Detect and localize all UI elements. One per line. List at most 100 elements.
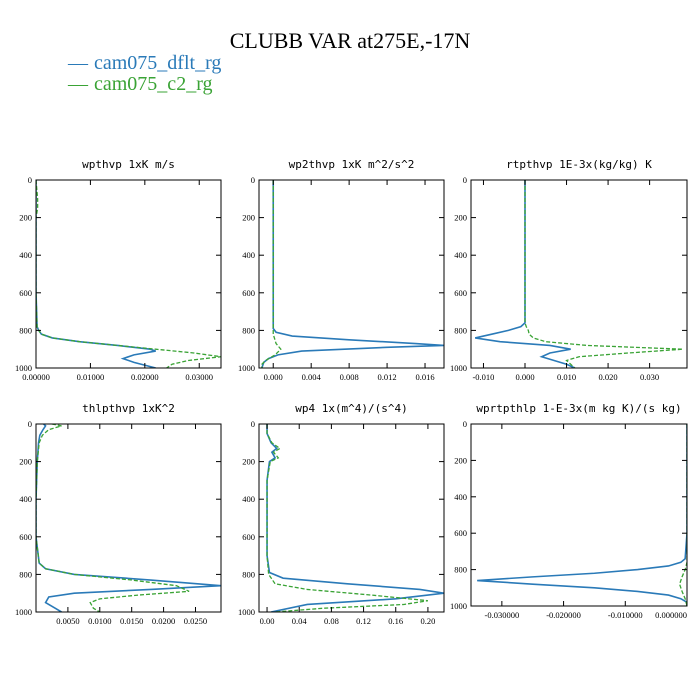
legend-entry-dflt: — cam075_dflt_rg <box>68 52 221 75</box>
chart-panel-1: wpthvp 1xK m/s 0 200 400 600 800 10000.00000 0.… <box>15 158 222 382</box>
y-tick-label: 200 <box>19 213 32 223</box>
y-tick-label: 200 <box>242 213 255 223</box>
y-tick-label: 600 <box>242 532 255 542</box>
y-tick-label: 1000 <box>15 607 32 617</box>
series-line-c2 <box>678 424 687 606</box>
y-tick-label: 1000 <box>450 363 467 373</box>
y-tick-label: 1000 <box>238 607 255 617</box>
chart-panel-6: wprtpthlp 1-E-3x(m kg K)/(s kg) 0 200 400 60… <box>450 402 688 620</box>
x-tick-label: 0.016 <box>415 372 434 382</box>
x-tick-label: 0.01000 <box>77 372 105 382</box>
chart-panel-4: thlpthvp 1xK^2 0 200 400 600 800 1000 0.0050 0.0… <box>15 402 222 626</box>
legend-label: cam075_c2_rg <box>94 73 213 95</box>
y-tick-label: 400 <box>454 492 467 502</box>
plot-frame <box>35 179 222 369</box>
plot-frame <box>470 423 688 607</box>
y-tick-label: 600 <box>454 288 467 298</box>
x-tick-label: 0.008 <box>340 372 359 382</box>
x-tick-label: 0.010 <box>557 372 576 382</box>
y-tick-label: 600 <box>454 528 467 538</box>
y-tick-label: 800 <box>454 325 467 335</box>
legend-entry-c2: — cam075_c2_rg <box>68 73 213 96</box>
x-tick-label: -0.030000 <box>484 610 519 620</box>
y-tick-label: 600 <box>19 532 32 542</box>
y-tick-label: 0 <box>463 175 467 185</box>
chart-panel-5: wp4 1x(m^4)/(s^4) 0 200 400 600 800 1000 0.00 0.… <box>238 402 445 626</box>
y-tick-label: 400 <box>19 494 32 504</box>
chart-panel-3: rtpthvp 1E-3x(kg/kg) K 0 200 400 600 800 1000-… <box>450 158 688 382</box>
y-tick-label: 200 <box>454 455 467 465</box>
y-tick-label: 1000 <box>238 363 255 373</box>
x-tick-label: 0.03000 <box>185 372 213 382</box>
x-tick-label: 0.00000 <box>22 372 50 382</box>
series-line-dflt <box>477 424 687 606</box>
y-tick-label: 0 <box>251 419 255 429</box>
y-tick-label: 400 <box>242 494 255 504</box>
x-tick-label: 0.00 <box>260 616 275 626</box>
series-line-dflt <box>261 180 444 368</box>
y-tick-label: 0 <box>28 419 32 429</box>
panel-title: rtpthvp 1E-3x(kg/kg) K <box>506 158 652 171</box>
x-tick-label: 0.0150 <box>120 616 143 626</box>
chart-panel-2: wp2thvp 1xK m^2/s^2 0 200 400 600 800 1000 0.00… <box>238 158 445 382</box>
x-tick-label: 0.020 <box>599 372 618 382</box>
x-tick-label: 0.004 <box>302 372 322 382</box>
y-tick-label: 600 <box>19 288 32 298</box>
panel-title: wprtpthlp 1-E-3x(m kg K)/(s kg) <box>476 402 681 415</box>
y-tick-label: 0 <box>28 175 32 185</box>
x-tick-label: 0.16 <box>388 616 403 626</box>
x-tick-label: -0.020000 <box>546 610 581 620</box>
series-line-c2 <box>261 180 282 368</box>
x-tick-label: 0.0200 <box>152 616 175 626</box>
y-tick-label: 200 <box>19 457 32 467</box>
legend-line-dash: — <box>68 52 88 74</box>
x-tick-label: 0.08 <box>324 616 339 626</box>
x-tick-label: 0.030 <box>640 372 659 382</box>
x-tick-label: 0.04 <box>292 616 308 626</box>
panel-title: wp4 1x(m^4)/(s^4) <box>295 402 408 415</box>
x-tick-label: 0.000 <box>264 372 283 382</box>
x-tick-label: -0.010 <box>472 372 494 382</box>
figure-title: CLUBB VAR at275E,-17N <box>229 28 471 53</box>
y-tick-label: 200 <box>242 457 255 467</box>
series-line-c2 <box>524 180 683 368</box>
panel-title: thlpthvp 1xK^2 <box>82 402 175 415</box>
x-tick-label: 0.20 <box>420 616 435 626</box>
y-tick-label: 600 <box>242 288 255 298</box>
x-tick-label: -0.010000 <box>608 610 643 620</box>
y-tick-label: 400 <box>242 250 255 260</box>
legend-line-dash: — <box>68 73 88 95</box>
y-tick-label: 0 <box>251 175 255 185</box>
legend-label: cam075_dflt_rg <box>94 52 222 74</box>
series-line-c2 <box>266 424 429 612</box>
x-tick-label: 0.000000 <box>655 610 687 620</box>
series-line-c2 <box>36 424 190 612</box>
plot-frame <box>35 423 222 613</box>
series-line-dflt <box>36 180 156 368</box>
x-tick-label: 0.000 <box>515 372 534 382</box>
x-tick-label: 0.0250 <box>184 616 207 626</box>
y-tick-label: 200 <box>454 213 467 223</box>
series-line-dflt <box>36 424 221 612</box>
y-tick-label: 800 <box>242 569 255 579</box>
panel-title: wpthvp 1xK m/s <box>82 158 175 171</box>
x-tick-label: 0.0050 <box>56 616 79 626</box>
y-tick-label: 800 <box>19 569 32 579</box>
x-tick-label: 0.0100 <box>88 616 111 626</box>
plot-frame <box>470 179 688 369</box>
y-tick-label: 400 <box>19 250 32 260</box>
y-tick-label: 800 <box>454 565 467 575</box>
series-line-dflt <box>266 424 444 612</box>
y-tick-label: 1000 <box>15 363 32 373</box>
plot-frame <box>258 423 445 613</box>
y-tick-label: 800 <box>19 325 32 335</box>
y-tick-label: 400 <box>454 250 467 260</box>
panel-title: wp2thvp 1xK m^2/s^2 <box>289 158 415 171</box>
y-tick-label: 1000 <box>450 601 467 611</box>
y-tick-label: 800 <box>242 325 255 335</box>
x-tick-label: 0.012 <box>378 372 397 382</box>
plot-frame <box>258 179 445 369</box>
x-tick-label: 0.12 <box>356 616 371 626</box>
y-tick-label: 0 <box>463 419 467 429</box>
